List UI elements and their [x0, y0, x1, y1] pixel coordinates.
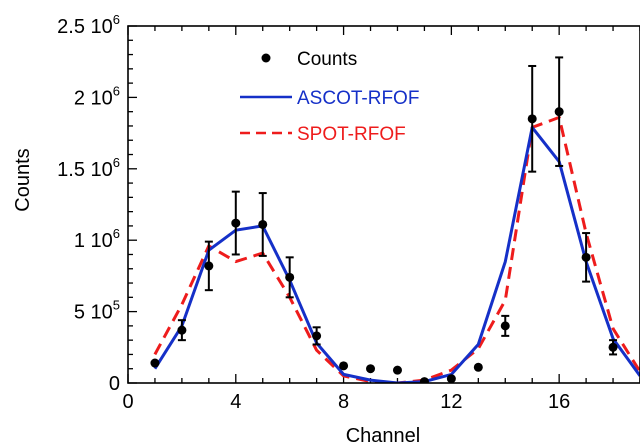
- y-tick-label: 1.5 106: [57, 155, 120, 181]
- data-point: [608, 342, 618, 352]
- x-tick-label: 16: [548, 391, 570, 413]
- legend: Counts ASCOT-RFOF SPOT-RFOF: [240, 49, 419, 145]
- legend-label-counts: Counts: [297, 49, 357, 70]
- data-point: [527, 114, 537, 124]
- data-point: [204, 261, 214, 271]
- x-axis-label: Channel: [346, 425, 421, 447]
- y-tick-label: 2 106: [74, 83, 120, 109]
- x-tick-label: 4: [230, 391, 241, 413]
- data-point: [285, 272, 295, 282]
- legend-label-ascot: ASCOT-RFOF: [297, 88, 419, 109]
- axis-ticks: [127, 25, 640, 384]
- data-point: [473, 362, 483, 372]
- data-point: [554, 107, 564, 117]
- plot-area: [150, 56, 640, 383]
- y-tick-label: 0: [109, 373, 120, 395]
- y-axis-label: Counts: [12, 148, 34, 211]
- data-point: [419, 377, 429, 383]
- y-tick-label: 2.5 106: [57, 12, 120, 38]
- data-point: [258, 219, 268, 229]
- data-point: [392, 365, 402, 375]
- data-point: [446, 374, 456, 383]
- plot-frame: [127, 25, 640, 384]
- data-point: [312, 331, 322, 341]
- tick-labels: 0 4 8 12 16 0 5 105 1 106 1.5 106 2 106 2.5 106: [57, 12, 570, 413]
- data-point: [150, 358, 160, 368]
- data-point: [500, 321, 510, 331]
- data-point: [177, 325, 187, 335]
- data-point: [231, 218, 241, 228]
- y-tick-label: 1 106: [74, 226, 120, 252]
- data-point: [581, 252, 591, 262]
- x-tick-label: 8: [338, 391, 349, 413]
- series-layer: [150, 56, 640, 383]
- series-line-spot-rfof: [153, 115, 640, 383]
- data-point: [366, 364, 376, 374]
- legend-label-spot: SPOT-RFOF: [297, 124, 406, 145]
- x-tick-label: 0: [122, 391, 133, 413]
- x-tick-label: 12: [440, 391, 462, 413]
- y-tick-label: 5 105: [74, 298, 120, 324]
- legend-marker-counts: [261, 53, 271, 63]
- data-point: [339, 361, 349, 371]
